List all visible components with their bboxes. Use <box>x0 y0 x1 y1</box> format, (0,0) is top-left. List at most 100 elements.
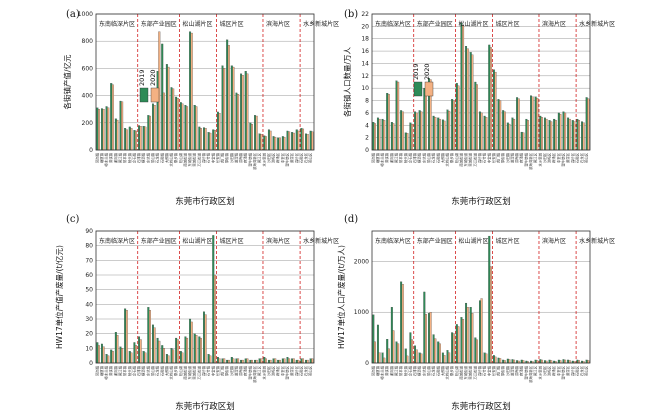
plot-frame <box>371 230 591 364</box>
bar-2020 <box>513 359 516 364</box>
bar-2019 <box>585 97 588 151</box>
bar-2019 <box>193 104 196 151</box>
x-tick-label: 石龙区 <box>303 152 308 163</box>
bar-2020 <box>181 352 184 364</box>
x-tick-label: 长安镇 <box>491 365 496 376</box>
x-tick-label: 樟木头镇 <box>104 152 109 166</box>
x-tick-label: 茶山镇 <box>150 365 155 376</box>
bar-2020 <box>508 123 511 151</box>
x-tick-label: 石龙镇 <box>155 365 160 376</box>
x-tick-label: 道滘镇 <box>509 152 514 163</box>
bar-2020 <box>452 100 455 151</box>
x-tick-label: 石碣镇 <box>159 365 164 376</box>
plot-frame <box>371 13 591 151</box>
bar-2019 <box>567 117 570 151</box>
bar-2019 <box>244 358 247 364</box>
bar-2019 <box>226 39 229 151</box>
x-tick-label: 石龙镇 <box>155 152 160 163</box>
bar-2020 <box>452 333 455 364</box>
bar-2020 <box>200 128 202 151</box>
zone-label: 松山湖片区 <box>182 237 212 245</box>
x-tick-label: 麻涌镇 <box>243 365 248 376</box>
x-tick-label: 茶山镇 <box>150 152 155 163</box>
bar-2020 <box>274 136 277 151</box>
x-tick-label: 常平镇 <box>122 365 127 376</box>
x-tick-label: 道滘区 <box>565 365 570 376</box>
bar-2019 <box>390 122 393 151</box>
y-tick-label: 80 <box>85 243 93 250</box>
x-tick-label: 凤岗镇 <box>370 365 375 376</box>
x-tick-label: 石排镇 <box>412 152 417 163</box>
x-tick-label: 中堂区 <box>280 365 285 376</box>
x-tick-label: 樟木头镇 <box>380 365 385 379</box>
x-tick-label: 道滘区 <box>289 365 294 376</box>
panel-letter: (a) <box>66 9 80 20</box>
bar-2019 <box>249 359 252 364</box>
bar-2020 <box>392 330 395 364</box>
x-tick-label: 道滘区 <box>289 152 294 163</box>
x-tick-label: 谢岗镇 <box>113 152 118 163</box>
x-tick-label: 长安镇 <box>491 152 496 163</box>
x-tick-label: 厚街镇 <box>224 152 229 163</box>
zone-label: 松山湖片区 <box>458 237 488 245</box>
bar-2020 <box>102 109 105 151</box>
bar-2020 <box>172 88 175 151</box>
x-tick-label: 万江街道 <box>472 365 477 379</box>
bar-2020 <box>111 84 114 151</box>
bar-2020 <box>578 120 581 151</box>
bar-2020 <box>494 356 497 364</box>
bar-2020 <box>195 106 198 151</box>
x-tick-label: 中堂镇 <box>210 152 215 163</box>
bar-2020 <box>176 98 179 151</box>
x-tick-label: 塘厦镇 <box>375 152 380 163</box>
bar-2019 <box>465 46 468 151</box>
bar-2019 <box>212 235 215 364</box>
legend-swatch-2020 <box>150 87 160 103</box>
bar-2019 <box>281 358 284 364</box>
y-tick-label: 800 <box>82 38 94 45</box>
bar-2019 <box>520 131 523 151</box>
y-tick-label: 40 <box>85 301 93 308</box>
y-tick-label: 1000 <box>78 11 93 18</box>
bar-2019 <box>295 359 298 364</box>
x-tick-label: 石碣镇 <box>435 365 440 376</box>
chart-panel-d: 0 1000 2000 东南临深片区 东部产业园区 松山湖片区 城区片区 滨海片区 水乡新城片区… <box>336 214 615 412</box>
bar-2019 <box>244 70 247 151</box>
bar-2020 <box>476 339 478 364</box>
bar-2019 <box>128 351 131 364</box>
bar-2020 <box>223 358 226 364</box>
bar-2020 <box>209 132 212 151</box>
x-tick-label: 黄江镇 <box>394 152 399 163</box>
bar-2019 <box>451 332 454 364</box>
bar-2020 <box>125 310 128 364</box>
bar-2019 <box>441 119 444 151</box>
x-tick-label: 塘厦镇 <box>99 152 104 163</box>
bar-2020 <box>153 104 156 151</box>
bar-2019 <box>170 87 173 151</box>
bar-2020 <box>292 132 295 151</box>
zone-label: 滨海片区 <box>266 237 290 245</box>
bar-2019 <box>437 341 440 364</box>
x-tick-label: 石竹镇 <box>206 152 211 163</box>
x-tick-label: 石碣镇 <box>159 152 164 163</box>
bar-2020 <box>471 54 474 151</box>
bar-2019 <box>386 93 389 151</box>
zone-label: 松山湖片区 <box>182 20 212 28</box>
x-tick-label: 高埗镇 <box>201 365 206 376</box>
bar-2020 <box>434 338 437 364</box>
bar-2020 <box>378 352 381 364</box>
bar-2020 <box>232 66 235 151</box>
x-tick-label: 望牛墩镇 <box>523 152 528 166</box>
bar-2019 <box>133 342 136 364</box>
bar-2019 <box>156 337 159 364</box>
x-tick-label: 谢岗镇 <box>389 365 394 376</box>
x-tick-label: 道滘镇 <box>509 365 514 376</box>
bar-2020 <box>401 111 404 151</box>
bar-2019 <box>240 359 243 364</box>
bar-2020 <box>302 128 305 151</box>
x-tick-label: 茶山区 <box>308 365 313 376</box>
x-tick-label: 高埗区 <box>570 365 575 376</box>
x-tick-label: 水乡新城 <box>261 365 266 379</box>
bar-2019 <box>455 83 458 151</box>
bar-2020 <box>406 355 409 364</box>
